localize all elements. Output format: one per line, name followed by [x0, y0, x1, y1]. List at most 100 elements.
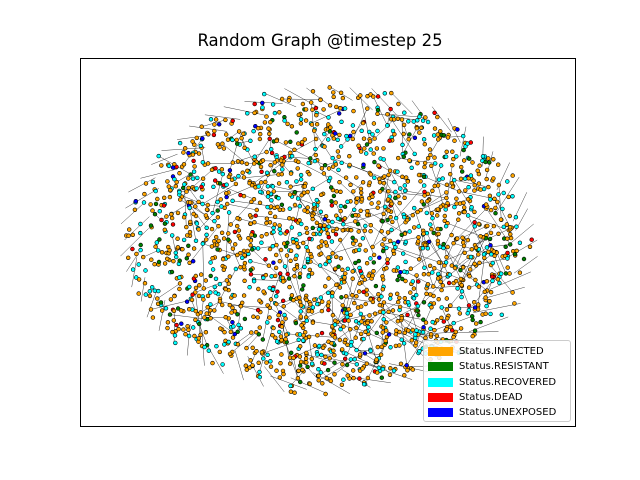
graph-node-infected	[297, 271, 303, 276]
graph-node-infected	[382, 237, 387, 242]
graph-node-recovered	[248, 259, 253, 264]
graph-node-infected	[368, 172, 373, 177]
graph-node-infected	[456, 217, 461, 222]
graph-node-recovered	[170, 233, 175, 238]
graph-node-infected	[340, 303, 345, 308]
graph-node-infected	[404, 175, 409, 180]
graph-node-resistant	[260, 337, 265, 342]
graph-node-dead	[284, 229, 290, 234]
graph-node-recovered	[428, 326, 433, 331]
graph-node-recovered	[257, 369, 262, 375]
graph-node-infected	[309, 100, 314, 105]
graph-node-unexposed	[333, 131, 338, 136]
graph-node-infected	[184, 224, 189, 230]
graph-node-infected	[484, 167, 490, 173]
graph-node-infected	[243, 363, 249, 368]
graph-node-infected	[487, 193, 493, 199]
graph-node-infected	[397, 295, 402, 301]
graph-node-resistant	[372, 159, 377, 165]
graph-node-infected	[388, 366, 393, 371]
graph-node-infected	[266, 190, 271, 195]
graph-node-infected	[444, 296, 449, 301]
graph-node-dead	[422, 189, 427, 195]
graph-node-infected	[357, 289, 362, 294]
graph-node-recovered	[298, 309, 303, 314]
graph-node-infected	[326, 122, 331, 127]
graph-node-recovered	[261, 275, 266, 280]
graph-node-infected	[434, 333, 440, 339]
graph-node-recovered	[490, 260, 495, 266]
graph-node-recovered	[424, 210, 429, 216]
graph-node-resistant	[503, 271, 509, 276]
graph-node-recovered	[443, 154, 449, 159]
graph-node-recovered	[463, 144, 468, 149]
graph-node-infected	[358, 331, 364, 337]
graph-node-dead	[161, 203, 167, 208]
graph-node-dead	[213, 178, 218, 183]
graph-node-infected	[273, 265, 279, 271]
graph-node-infected	[268, 364, 274, 369]
graph-node-infected	[436, 137, 441, 142]
graph-node-infected	[414, 340, 419, 345]
graph-node-resistant	[235, 312, 240, 317]
graph-node-infected	[302, 184, 307, 189]
graph-node-infected	[472, 188, 477, 193]
graph-node-infected	[221, 146, 227, 151]
graph-node-infected	[169, 215, 175, 221]
graph-node-infected	[259, 180, 264, 185]
graph-node-recovered	[213, 290, 218, 295]
graph-node-infected	[228, 222, 233, 227]
graph-node-infected	[425, 191, 431, 197]
graph-node-infected	[367, 180, 372, 185]
graph-node-infected	[352, 300, 357, 306]
graph-node-recovered	[226, 339, 231, 345]
graph-node-infected	[186, 185, 191, 191]
graph-node-recovered	[505, 179, 510, 184]
graph-node-infected	[291, 355, 296, 361]
graph-node-recovered	[314, 197, 319, 203]
graph-node-infected	[460, 235, 465, 240]
graph-node-recovered	[430, 216, 435, 221]
graph-node-infected	[224, 132, 229, 137]
graph-node-dead	[416, 279, 421, 284]
graph-node-infected	[285, 121, 290, 127]
graph-node-infected	[337, 132, 342, 138]
graph-node-infected	[448, 324, 453, 330]
graph-node-infected	[150, 315, 156, 320]
graph-node-infected	[142, 281, 148, 286]
graph-node-infected	[450, 149, 455, 154]
graph-node-dead	[269, 150, 275, 156]
graph-node-infected	[482, 289, 487, 294]
graph-node-resistant	[395, 277, 400, 283]
graph-node-resistant	[379, 375, 384, 380]
graph-node-recovered	[400, 142, 405, 148]
graph-node-infected	[173, 184, 179, 189]
graph-node-infected	[468, 267, 473, 272]
graph-node-infected	[412, 225, 417, 230]
graph-node-infected	[288, 389, 294, 394]
graph-node-resistant	[272, 169, 277, 174]
graph-node-recovered	[339, 160, 344, 166]
graph-node-infected	[486, 184, 491, 190]
graph-node-unexposed	[395, 239, 401, 245]
graph-node-infected	[193, 317, 198, 322]
graph-node-infected	[478, 234, 483, 239]
graph-node-infected	[436, 297, 441, 302]
graph-node-recovered	[430, 270, 435, 275]
graph-node-infected	[484, 176, 489, 182]
graph-node-recovered	[468, 254, 474, 260]
graph-node-dead	[263, 257, 268, 262]
graph-node-recovered	[461, 133, 466, 139]
graph-node-recovered	[381, 317, 386, 322]
graph-node-dead	[259, 169, 264, 175]
graph-node-infected	[268, 119, 273, 125]
graph-node-recovered	[258, 189, 263, 195]
graph-node-recovered	[354, 362, 359, 367]
graph-node-infected	[256, 286, 261, 292]
graph-node-recovered	[304, 318, 309, 323]
graph-node-recovered	[381, 157, 386, 162]
graph-node-recovered	[298, 172, 304, 178]
graph-node-infected	[353, 335, 358, 340]
graph-node-infected	[395, 291, 400, 296]
graph-node-infected	[351, 108, 356, 114]
